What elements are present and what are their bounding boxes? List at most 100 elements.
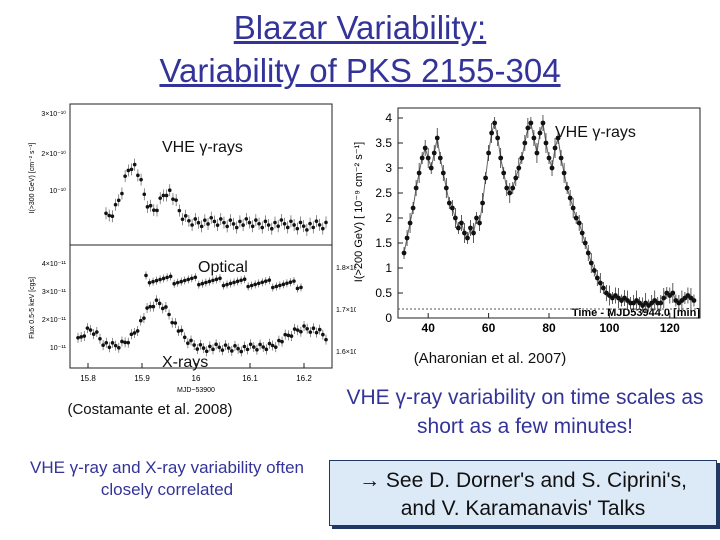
left-xray-point bbox=[91, 332, 96, 336]
left-vhe-point bbox=[206, 222, 210, 226]
left-optical-point bbox=[147, 280, 152, 285]
right-data-point bbox=[573, 215, 579, 221]
left-xray-point bbox=[145, 306, 149, 310]
left-xray-point bbox=[195, 347, 200, 351]
left-xray-point bbox=[101, 343, 105, 347]
left-xray-point bbox=[239, 349, 244, 354]
left-vhe-point bbox=[244, 217, 249, 221]
left-xray-point bbox=[110, 341, 115, 345]
left-vhe-point bbox=[247, 220, 252, 225]
left-xray-point bbox=[223, 343, 228, 347]
left-xray-point bbox=[176, 329, 181, 333]
left-correlation-statement: VHE γ-ray and X-ray variability often cl… bbox=[30, 458, 304, 499]
left-top-ytick: 10⁻¹⁰ bbox=[49, 187, 66, 195]
right-data-point bbox=[443, 185, 449, 191]
right-data-point bbox=[516, 165, 522, 171]
right-data-point bbox=[670, 290, 676, 296]
left-xray-point bbox=[245, 347, 250, 352]
right-data-point bbox=[582, 240, 588, 246]
right-data-point bbox=[449, 205, 455, 211]
left-xray-point bbox=[277, 338, 281, 343]
left-xray-points bbox=[76, 295, 328, 357]
left-vhe-point bbox=[314, 219, 319, 223]
left-xray-point bbox=[220, 348, 225, 352]
right-data-point bbox=[456, 225, 461, 231]
left-vhe-point bbox=[107, 213, 111, 218]
right-data-point bbox=[486, 150, 491, 156]
left-optical-point bbox=[197, 282, 201, 287]
left-optical-point bbox=[274, 284, 279, 289]
left-vhe-point bbox=[116, 198, 121, 203]
left-vhe-point bbox=[139, 177, 143, 182]
left-xray-point bbox=[314, 330, 319, 335]
left-xray-point bbox=[217, 345, 222, 350]
left-vhe-point bbox=[321, 226, 325, 231]
left-xray-point bbox=[157, 301, 162, 306]
right-data-point bbox=[477, 220, 482, 226]
left-vhe-point bbox=[282, 221, 287, 226]
left-vhe-point bbox=[180, 217, 185, 222]
left-xray-point bbox=[123, 340, 127, 345]
right-data-point bbox=[588, 260, 594, 266]
right-xtick-label: 40 bbox=[422, 321, 436, 335]
right-data-point bbox=[691, 298, 697, 303]
left-vhe-point bbox=[132, 162, 137, 167]
right-figure-citation: (Aharonian et al. 2007) bbox=[413, 350, 567, 367]
right-data-point bbox=[591, 268, 597, 273]
right-data-point bbox=[528, 120, 534, 126]
left-xray-point bbox=[242, 344, 247, 349]
left-xray-point bbox=[76, 335, 80, 340]
left-xray-point bbox=[135, 329, 140, 333]
left-vhe-point bbox=[209, 215, 214, 220]
left-xray-point bbox=[186, 341, 190, 346]
left-optical-point bbox=[168, 274, 173, 279]
left-optical-point bbox=[214, 277, 219, 282]
left-xray-point bbox=[179, 328, 184, 333]
left-xray-point bbox=[107, 345, 112, 350]
right-data-point bbox=[540, 120, 546, 126]
left-optical-point bbox=[218, 276, 222, 281]
left-xray-point bbox=[273, 345, 278, 349]
left-xtick: 16.1 bbox=[242, 374, 258, 383]
left-vhe-point bbox=[145, 205, 150, 209]
left-vhe-point bbox=[260, 225, 265, 230]
right-data-point bbox=[468, 225, 473, 231]
right-data-point bbox=[489, 130, 495, 136]
left-xray-point bbox=[79, 335, 83, 339]
left-optical-point bbox=[165, 275, 169, 280]
right-data-point bbox=[431, 150, 437, 156]
left-optical-point bbox=[228, 281, 233, 286]
left-top-ytick: 2×10⁻¹⁰ bbox=[41, 150, 66, 158]
right-data-point bbox=[558, 155, 564, 161]
right-data-point bbox=[658, 300, 664, 306]
right-data-point bbox=[576, 220, 582, 226]
slide-title-line1: Blazar Variability: bbox=[233, 9, 487, 46]
left-optical-point bbox=[175, 280, 180, 285]
left-optical-points bbox=[144, 271, 303, 293]
left-vhe-point bbox=[289, 219, 293, 224]
left-vhe-point bbox=[285, 225, 290, 230]
left-xtick: 15.9 bbox=[134, 374, 150, 383]
left-vhe-point bbox=[193, 217, 198, 221]
right-data-point bbox=[510, 185, 516, 191]
right-data-point bbox=[480, 200, 485, 206]
left-vhe-point bbox=[276, 224, 280, 229]
left-xray-point bbox=[308, 330, 313, 334]
left-vhe-point bbox=[308, 221, 312, 226]
left-xray-point bbox=[286, 333, 291, 338]
right-data-point bbox=[501, 170, 507, 176]
left-xray-point bbox=[104, 341, 109, 345]
right-data-point bbox=[425, 155, 431, 161]
right-data-point bbox=[597, 280, 603, 286]
left-vhe-point bbox=[273, 220, 277, 225]
left-optical-point bbox=[271, 285, 275, 290]
left-bottom-ytick: 2×10⁻¹¹ bbox=[42, 317, 67, 324]
left-vhe-point bbox=[113, 202, 118, 207]
right-light-curve-chart: I(>200 GeV) [ 10⁻⁹ cm⁻² s⁻¹] Time - MJD5… bbox=[353, 107, 701, 335]
left-xray-point bbox=[160, 306, 165, 311]
left-optical-point bbox=[200, 281, 205, 286]
left-xray-point bbox=[317, 327, 322, 332]
left-vhe-label: VHE γ-rays bbox=[162, 139, 243, 156]
left-optical-point bbox=[221, 283, 226, 288]
left-vhe-point bbox=[152, 208, 156, 212]
